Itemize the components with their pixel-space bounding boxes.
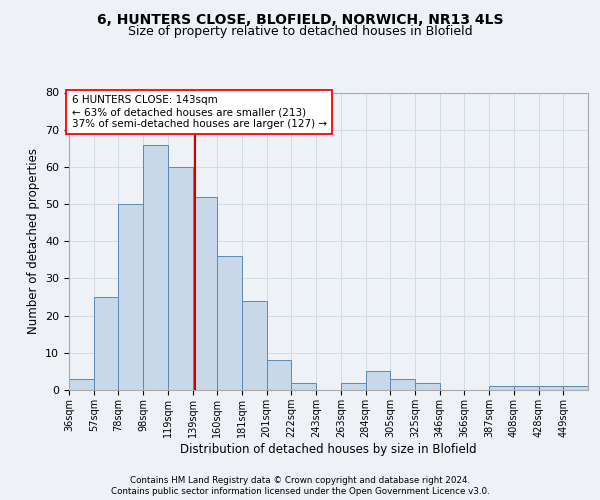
Bar xyxy=(341,382,365,390)
Bar xyxy=(489,386,514,390)
Bar xyxy=(563,386,588,390)
Bar xyxy=(292,382,316,390)
Bar xyxy=(143,144,168,390)
Text: Size of property relative to detached houses in Blofield: Size of property relative to detached ho… xyxy=(128,25,472,38)
Bar xyxy=(94,297,118,390)
Bar xyxy=(514,386,539,390)
Text: Contains HM Land Registry data © Crown copyright and database right 2024.: Contains HM Land Registry data © Crown c… xyxy=(130,476,470,485)
Bar xyxy=(69,379,94,390)
Bar xyxy=(242,300,267,390)
Y-axis label: Number of detached properties: Number of detached properties xyxy=(26,148,40,334)
Bar xyxy=(168,167,193,390)
Text: 6, HUNTERS CLOSE, BLOFIELD, NORWICH, NR13 4LS: 6, HUNTERS CLOSE, BLOFIELD, NORWICH, NR1… xyxy=(97,12,503,26)
Bar xyxy=(365,372,390,390)
Bar xyxy=(539,386,563,390)
X-axis label: Distribution of detached houses by size in Blofield: Distribution of detached houses by size … xyxy=(180,442,477,456)
Text: 6 HUNTERS CLOSE: 143sqm
← 63% of detached houses are smaller (213)
37% of semi-d: 6 HUNTERS CLOSE: 143sqm ← 63% of detache… xyxy=(71,96,327,128)
Bar xyxy=(390,379,415,390)
Text: Contains public sector information licensed under the Open Government Licence v3: Contains public sector information licen… xyxy=(110,488,490,496)
Bar xyxy=(118,204,143,390)
Bar xyxy=(267,360,292,390)
Bar xyxy=(217,256,242,390)
Bar xyxy=(193,196,217,390)
Bar xyxy=(415,382,440,390)
